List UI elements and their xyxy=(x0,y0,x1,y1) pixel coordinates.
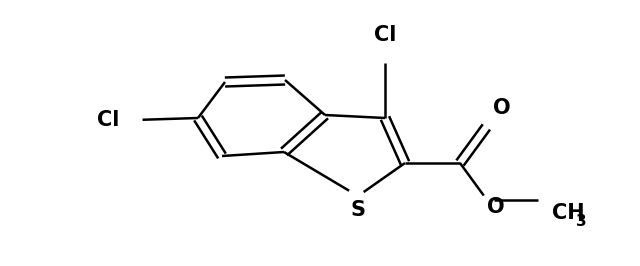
Text: CH: CH xyxy=(552,203,584,223)
Text: 3: 3 xyxy=(576,214,587,228)
Text: Cl: Cl xyxy=(97,110,119,130)
Text: S: S xyxy=(351,200,365,220)
Text: O: O xyxy=(493,98,511,118)
Text: Cl: Cl xyxy=(374,25,396,45)
Text: O: O xyxy=(487,197,505,217)
